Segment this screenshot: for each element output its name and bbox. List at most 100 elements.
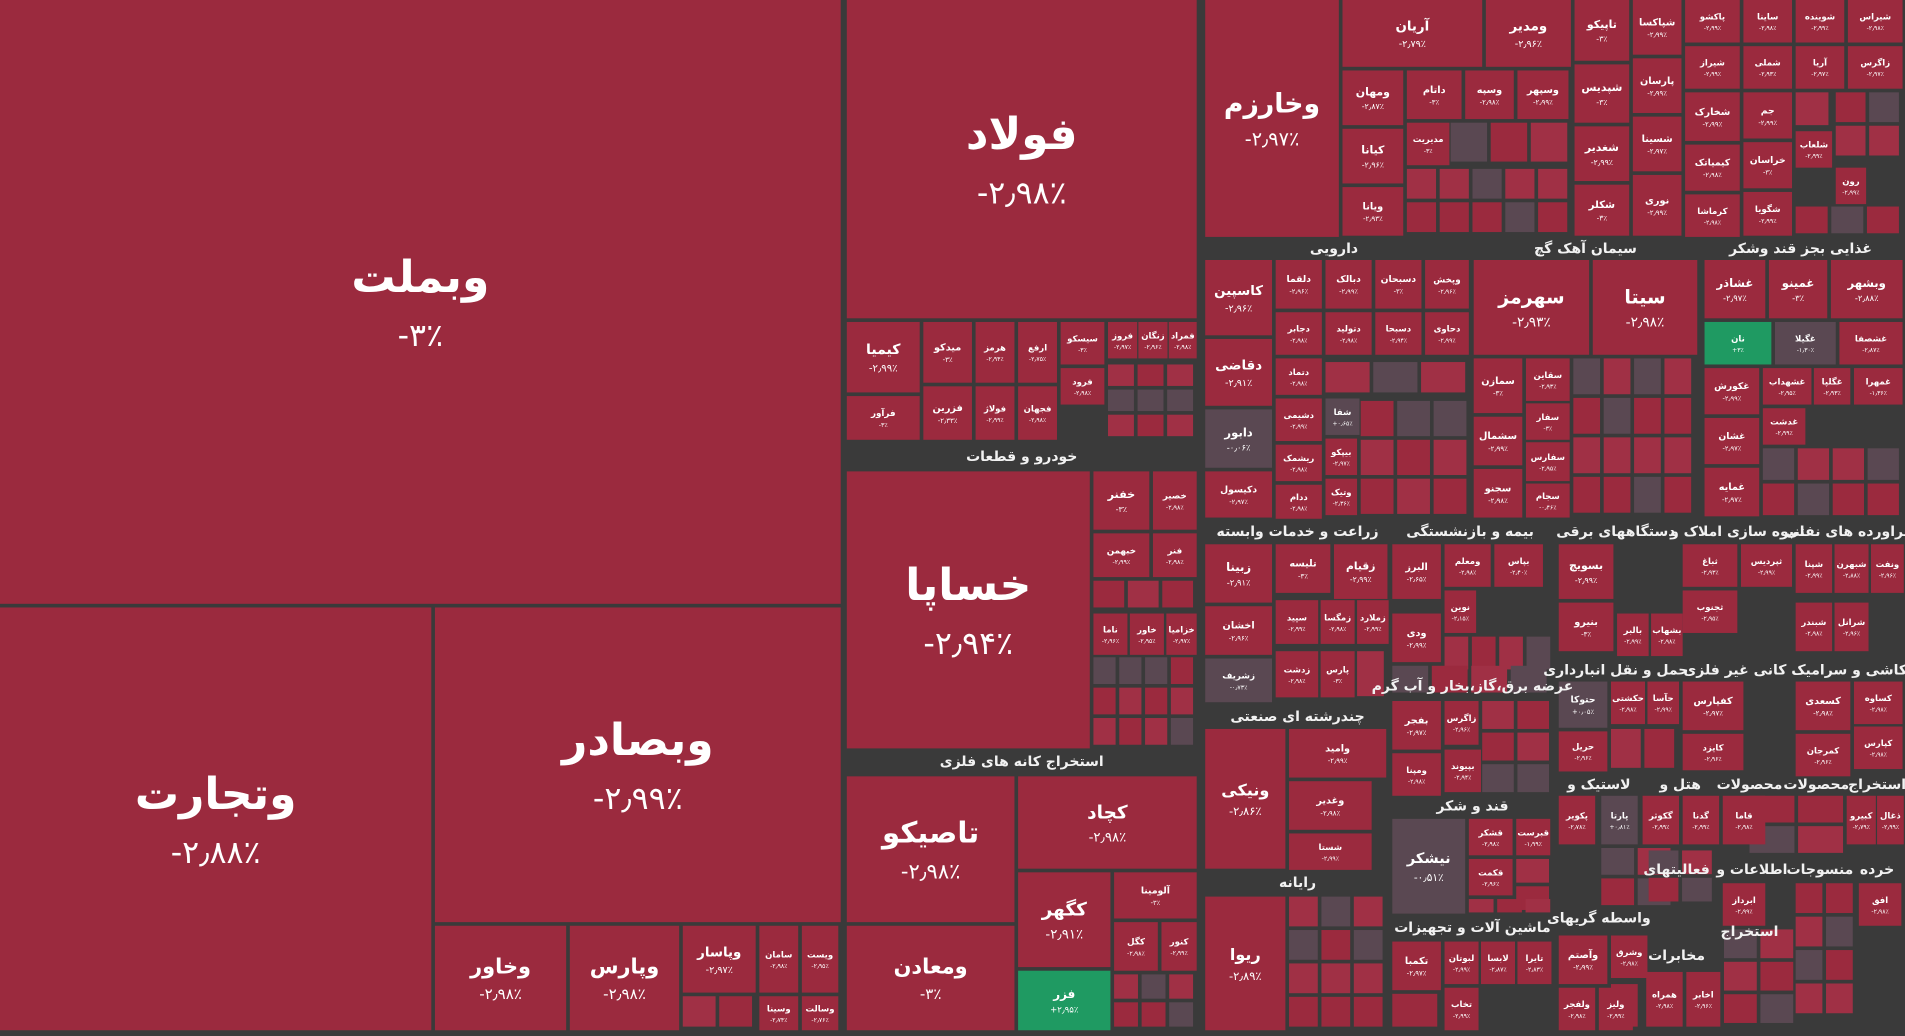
stock-tile[interactable]: ریوا -۲٫۸۹٪ bbox=[1205, 896, 1286, 1031]
stock-tile[interactable]: شبندر -۲٫۹۸٪ bbox=[1795, 602, 1833, 652]
stock-tile[interactable]: حریل -۲٫۹۶٪ bbox=[1558, 731, 1608, 772]
stock-tile[interactable]: خبهمن -۲٫۹۹٪ bbox=[1093, 533, 1150, 578]
stock-tile[interactable]: غگلپا -۲٫۹۳٪ bbox=[1813, 368, 1851, 405]
stock-tile[interactable]: گکوثر -۲٫۹۹٪ bbox=[1642, 795, 1680, 845]
stock-tile[interactable]: شپنا -۲٫۹۹٪ bbox=[1795, 544, 1833, 593]
stock-tile[interactable]: دجابر -۲٫۹۸٪ bbox=[1275, 312, 1322, 355]
stock-tile[interactable]: ویانا -۲٫۹۳٪ bbox=[1342, 187, 1404, 236]
stock-tile[interactable]: خراسان -۳٪ bbox=[1743, 142, 1793, 189]
stock-tile[interactable]: مدیریت -۳٪ bbox=[1406, 122, 1450, 166]
stock-tile[interactable]: حکشتی -۲٫۹۸٪ bbox=[1610, 681, 1646, 725]
stock-tile[interactable]: وشرق -۲٫۹۸٪ bbox=[1610, 935, 1648, 979]
stock-tile[interactable]: غشهداب -۲٫۹۵٪ bbox=[1762, 368, 1812, 405]
stock-tile[interactable]: شرانل -۲٫۹۶٪ bbox=[1834, 602, 1869, 652]
stock-tile[interactable]: شپدیس -۳٪ bbox=[1574, 64, 1630, 123]
stock-tile[interactable]: ساینا -۲٫۹۸٪ bbox=[1743, 0, 1793, 43]
stock-tile[interactable]: ودی -۲٫۹۹٪ bbox=[1392, 613, 1441, 663]
stock-tile[interactable]: سقاین -۲٫۹۳٪ bbox=[1525, 358, 1570, 401]
stock-tile[interactable]: زدشت -۲٫۹۸٪ bbox=[1275, 651, 1319, 698]
stock-tile[interactable]: بپیوند -۲٫۹۴٪ bbox=[1444, 749, 1481, 793]
stock-tile[interactable]: زشریف -۰٫۷۳٪ bbox=[1205, 658, 1273, 703]
stock-tile[interactable]: دکیسول -۲٫۹۷٪ bbox=[1205, 471, 1273, 518]
stock-tile[interactable]: کنور -۲٫۹۹٪ bbox=[1161, 922, 1197, 971]
stock-tile[interactable]: زبینا -۲٫۹۱٪ bbox=[1205, 544, 1273, 603]
stock-tile[interactable]: داتام -۳٪ bbox=[1406, 70, 1462, 120]
stock-tile[interactable]: غگیلا -۱٫۳۰٪ bbox=[1775, 321, 1836, 365]
stock-tile[interactable]: شغدیر -۲٫۹۹٪ bbox=[1574, 126, 1630, 182]
stock-tile[interactable]: وپارس -۲٫۹۸٪ bbox=[569, 925, 680, 1031]
stock-tile[interactable]: بپاس -۲٫۴۰٪ bbox=[1494, 544, 1543, 587]
stock-tile[interactable]: تاصیکو -۲٫۹۸٪ bbox=[846, 776, 1015, 923]
stock-tile[interactable]: زاگرس -۲٫۹۷٪ bbox=[1847, 46, 1903, 89]
stock-tile[interactable]: زملارد -۲٫۹۹٪ bbox=[1357, 600, 1389, 644]
stock-tile[interactable]: سامان -۲٫۹۸٪ bbox=[759, 925, 799, 993]
stock-tile[interactable]: فمراد -۲٫۹۸٪ bbox=[1168, 321, 1197, 359]
stock-tile[interactable]: سفارس -۲٫۹۵٪ bbox=[1525, 442, 1570, 482]
stock-tile[interactable]: غشاذر -۲٫۹۷٪ bbox=[1704, 259, 1766, 319]
stock-tile[interactable]: غدشت -۲٫۹۹٪ bbox=[1762, 408, 1806, 445]
stock-tile[interactable]: کفپارس -۲٫۹۷٪ bbox=[1682, 681, 1744, 731]
stock-tile[interactable]: ثباغ -۲٫۹۳٪ bbox=[1682, 544, 1738, 587]
stock-tile[interactable]: ومپنا -۲٫۹۸٪ bbox=[1392, 753, 1441, 796]
stock-tile[interactable]: خزامیا -۲٫۹۷٪ bbox=[1166, 613, 1197, 655]
stock-tile[interactable]: کپارس -۲٫۹۸٪ bbox=[1853, 726, 1903, 770]
stock-tile[interactable]: دقاضی -۲٫۹۱٪ bbox=[1205, 338, 1273, 406]
stock-tile[interactable]: فنر -۲٫۹۸٪ bbox=[1152, 533, 1197, 578]
stock-tile[interactable]: البرز -۲٫۶۵٪ bbox=[1392, 544, 1441, 599]
stock-tile[interactable]: وسینا -۲٫۷۴٪ bbox=[759, 996, 799, 1031]
stock-tile[interactable]: زمگسا -۲٫۹۸٪ bbox=[1320, 600, 1355, 644]
stock-tile[interactable]: همراه -۲٫۹۸٪ bbox=[1646, 971, 1683, 1027]
stock-tile[interactable]: پارسان -۲٫۹۹٪ bbox=[1632, 58, 1682, 113]
stock-tile[interactable]: نیشکر -۰٫۵۱٪ bbox=[1392, 818, 1466, 914]
stock-tile[interactable]: حآسا -۲٫۹۹٪ bbox=[1647, 681, 1680, 725]
stock-tile[interactable]: شپاکسا -۲٫۹۹٪ bbox=[1632, 0, 1682, 55]
stock-tile[interactable]: وخارزم -۲٫۹۷٪ bbox=[1205, 0, 1339, 237]
stock-tile[interactable]: ولیز -۲٫۹۹٪ bbox=[1598, 987, 1633, 1031]
stock-tile[interactable]: بیپکو -۲٫۹۷٪ bbox=[1325, 438, 1358, 476]
stock-tile[interactable]: دابور -۰٫۰۶٪ bbox=[1205, 409, 1273, 468]
stock-tile[interactable]: تلیسه -۳٪ bbox=[1275, 544, 1331, 593]
stock-tile[interactable]: آلومینا -۳٪ bbox=[1114, 872, 1197, 919]
stock-tile[interactable]: غشان -۲٫۹۷٪ bbox=[1704, 417, 1760, 465]
stock-tile[interactable]: شیراز -۲٫۹۹٪ bbox=[1685, 46, 1740, 89]
stock-tile[interactable]: پارس -۳٪ bbox=[1320, 651, 1355, 698]
stock-tile[interactable]: دتماد -۲٫۹۸٪ bbox=[1275, 358, 1322, 395]
stock-tile[interactable]: شفا +۰٫۶۵٪ bbox=[1325, 398, 1360, 435]
stock-tile[interactable]: بنیرو -۳٪ bbox=[1558, 602, 1614, 652]
stock-tile[interactable]: سشمال -۲٫۹۹٪ bbox=[1473, 416, 1523, 466]
stock-tile[interactable]: کاسپین -۲٫۹۶٪ bbox=[1205, 259, 1273, 336]
stock-tile[interactable]: شگویا -۲٫۹۹٪ bbox=[1743, 191, 1793, 236]
stock-tile[interactable]: غمینو -۳٪ bbox=[1768, 259, 1828, 319]
stock-tile[interactable]: تاپیکو -۳٪ bbox=[1574, 0, 1630, 61]
stock-tile[interactable]: سیسکو -۳٪ bbox=[1060, 321, 1105, 365]
stock-tile[interactable]: شبهرن -۲٫۸۸٪ bbox=[1834, 544, 1869, 593]
stock-tile[interactable]: دسبحا -۲٫۹۴٪ bbox=[1375, 312, 1422, 355]
stock-tile[interactable]: لبوتان -۲٫۹۹٪ bbox=[1444, 941, 1479, 985]
stock-tile[interactable]: جم -۲٫۹۹٪ bbox=[1743, 92, 1793, 139]
stock-tile[interactable]: سپید -۲٫۹۹٪ bbox=[1275, 600, 1319, 644]
stock-tile[interactable]: دلقما -۲٫۹۶٪ bbox=[1275, 259, 1322, 309]
stock-tile[interactable]: کایزد -۲٫۹۶٪ bbox=[1682, 733, 1744, 771]
stock-tile[interactable]: آریان -۲٫۷۹٪ bbox=[1342, 0, 1483, 67]
stock-tile[interactable]: اخشان -۲٫۹۶٪ bbox=[1205, 606, 1273, 655]
stock-tile[interactable]: دسبحان -۳٪ bbox=[1375, 259, 1422, 309]
stock-tile[interactable]: سهرمز -۲٫۹۳٪ bbox=[1473, 259, 1590, 355]
stock-tile[interactable]: بفجر -۲٫۹۷٪ bbox=[1392, 701, 1441, 750]
stock-tile[interactable]: دشیمی -۲٫۹۹٪ bbox=[1275, 398, 1322, 442]
stock-tile[interactable]: غشصفا -۲٫۸۷٪ bbox=[1839, 321, 1903, 365]
stock-tile[interactable]: ددام -۲٫۹۸٪ bbox=[1275, 484, 1322, 519]
stock-tile[interactable]: بشهاب -۲٫۹۸٪ bbox=[1651, 613, 1683, 657]
stock-tile[interactable]: سمازن -۳٪ bbox=[1473, 358, 1523, 414]
stock-tile[interactable]: کمرجان -۲٫۹۶٪ bbox=[1795, 733, 1851, 777]
stock-tile[interactable]: خساپا -۲٫۹۴٪ bbox=[846, 471, 1090, 749]
stock-tile[interactable]: فولاد -۲٫۹۸٪ bbox=[846, 0, 1197, 319]
stock-tile[interactable]: ومهان -۲٫۸۷٪ bbox=[1342, 70, 1404, 126]
stock-tile[interactable]: وسپه -۲٫۹۸٪ bbox=[1465, 70, 1514, 120]
stock-tile[interactable]: سیتا -۲٫۹۸٪ bbox=[1592, 259, 1698, 355]
stock-tile[interactable]: ذغال -۲٫۹۹٪ bbox=[1877, 795, 1904, 845]
stock-tile[interactable]: زقیام -۲٫۹۹٪ bbox=[1333, 544, 1388, 599]
stock-tile[interactable]: وسالت -۲٫۷۶٪ bbox=[801, 996, 839, 1031]
stock-tile[interactable]: فرود -۲٫۹۸٪ bbox=[1060, 368, 1105, 405]
stock-tile[interactable]: قبرست -۱٫۹۹٪ bbox=[1516, 818, 1551, 856]
stock-tile[interactable]: کساوه -۲٫۹۸٪ bbox=[1853, 681, 1903, 725]
